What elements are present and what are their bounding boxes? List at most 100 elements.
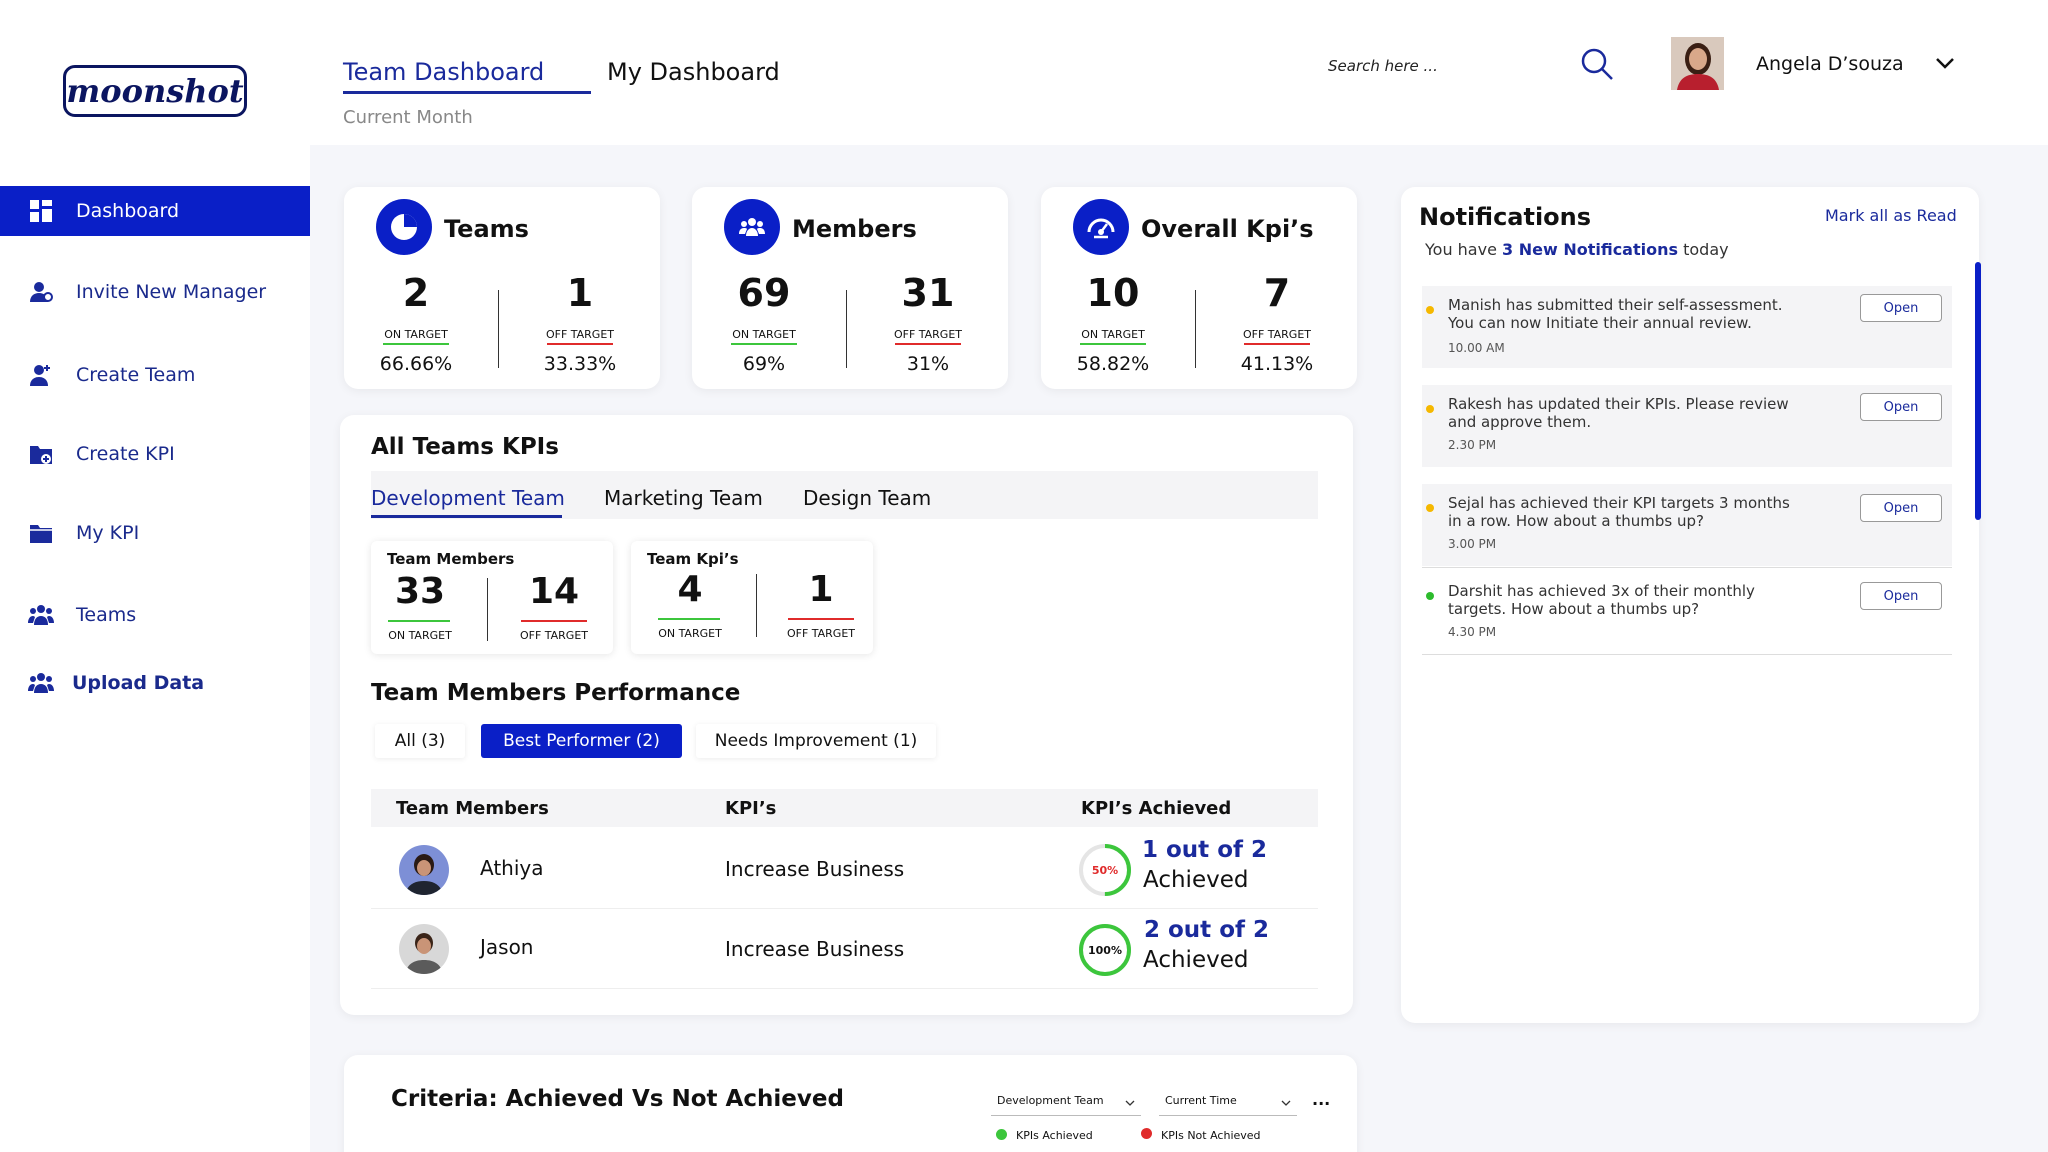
on-target-count: 69 xyxy=(737,271,791,315)
invite-user-icon xyxy=(28,279,54,305)
active-tab-indicator xyxy=(343,91,591,94)
members-icon xyxy=(724,199,780,255)
progress-label: 100% xyxy=(1088,944,1122,957)
folder-add-icon xyxy=(28,441,54,467)
scrollbar-thumb[interactable] xyxy=(1975,262,1981,520)
open-button[interactable]: Open xyxy=(1860,393,1942,421)
tab-marketing-team[interactable]: Marketing Team xyxy=(604,486,763,510)
folder-icon xyxy=(28,520,54,546)
open-button[interactable]: Open xyxy=(1860,494,1942,522)
open-button[interactable]: Open xyxy=(1860,294,1942,322)
notification-time: 3.00 PM xyxy=(1448,537,1497,551)
unread-dot xyxy=(1426,592,1434,600)
sidebar-item-my-kpi[interactable]: My KPI xyxy=(0,508,310,558)
tab-design-team[interactable]: Design Team xyxy=(803,486,932,510)
chevron-down-icon xyxy=(1125,1100,1135,1106)
stat-card-teams: Teams 2 ON TARGET 66.66% 1 OFF TARGET 33… xyxy=(344,187,660,389)
mark-all-read-link[interactable]: Mark all as Read xyxy=(1825,206,1957,225)
off-target-label: OFF TARGET xyxy=(1242,328,1312,341)
user-avatar[interactable] xyxy=(1671,37,1724,90)
stat-card-members: Members 69 ON TARGET 69% 31 OFF TARGET 3… xyxy=(692,187,1008,389)
team-tabs-bar xyxy=(371,471,1318,519)
off-target-label: OFF TARGET xyxy=(893,328,963,341)
user-name[interactable]: Angela D’souza xyxy=(1756,53,1904,75)
notification-time: 4.30 PM xyxy=(1448,625,1497,639)
member-name: Athiya xyxy=(480,856,544,880)
notification-text: Sejal has achieved their KPI targets 3 m… xyxy=(1448,494,1790,530)
on-target-count: 33 xyxy=(394,571,446,612)
notification-time: 10.00 AM xyxy=(1448,341,1505,355)
dropdown-value: Current Time xyxy=(1165,1094,1237,1107)
progress-label: 50% xyxy=(1092,864,1118,877)
chevron-down-icon xyxy=(1281,1100,1291,1106)
pie-chart-icon xyxy=(376,199,432,255)
sidebar-item-teams[interactable]: Teams xyxy=(0,590,310,640)
time-dropdown[interactable]: Current Time xyxy=(1159,1090,1297,1116)
off-target-bar xyxy=(895,343,961,345)
on-target-label: ON TARGET xyxy=(388,629,452,642)
notification-item[interactable]: Manish has submitted their self-assessme… xyxy=(1422,286,1952,368)
upload-data-icon xyxy=(28,670,54,696)
table-header xyxy=(371,789,1318,827)
notification-item[interactable]: Darshit has achieved 3x of their monthly… xyxy=(1422,572,1952,654)
notification-item[interactable]: Rakesh has updated their KPIs. Please re… xyxy=(1422,385,1952,467)
chevron-down-icon[interactable] xyxy=(1934,52,1956,74)
achieved-count: 2 out of 2 xyxy=(1144,917,1270,943)
sidebar-item-invite-manager[interactable]: Invite New Manager xyxy=(0,267,310,317)
table-row[interactable]: Jason Increase Business 100% 2 out of 2 … xyxy=(371,910,1318,989)
create-team-icon xyxy=(28,362,54,388)
team-kpis-summary: Team Kpi’s 4 ON TARGET 1 OFF TARGET xyxy=(631,541,873,654)
sidebar-item-label: Create Team xyxy=(76,364,196,386)
dropdown-value: Development Team xyxy=(997,1094,1104,1107)
filter-needs-improvement[interactable]: Needs Improvement (1) xyxy=(696,724,936,758)
tab-development-team[interactable]: Development Team xyxy=(371,486,565,510)
tab-team-dashboard[interactable]: Team Dashboard xyxy=(343,58,545,86)
sidebar-item-upload-data[interactable]: Upload Data xyxy=(0,658,310,708)
off-target-percent: 41.13% xyxy=(1240,353,1314,375)
more-options-icon[interactable]: ... xyxy=(1312,1090,1331,1109)
col-kpis-achieved: KPI’s Achieved xyxy=(1081,798,1232,819)
sidebar-item-label: Create KPI xyxy=(76,443,175,465)
sidebar-item-label: Upload Data xyxy=(72,672,205,694)
sidebar-item-create-kpi[interactable]: Create KPI xyxy=(0,429,310,479)
off-target-percent: 33.33% xyxy=(543,353,617,375)
team-members-summary: Team Members 33 ON TARGET 14 OFF TARGET xyxy=(371,541,613,654)
off-target-label: OFF TARGET xyxy=(519,629,589,642)
on-target-bar xyxy=(1080,343,1146,345)
sidebar-item-label: Invite New Manager xyxy=(76,281,267,303)
new-notifications-count: 3 New Notifications xyxy=(1502,240,1679,259)
team-dropdown[interactable]: Development Team xyxy=(991,1090,1141,1116)
filter-best-performer[interactable]: Best Performer (2) xyxy=(481,724,682,758)
off-target-label: OFF TARGET xyxy=(545,328,615,341)
sidebar-item-label: Dashboard xyxy=(76,200,180,222)
off-target-percent: 31% xyxy=(906,353,950,375)
sidebar-item-create-team[interactable]: Create Team xyxy=(0,350,310,400)
on-target-count: 4 xyxy=(677,569,703,610)
search-input[interactable]: Search here ... xyxy=(1328,57,1438,75)
sidebar-item-dashboard[interactable]: Dashboard xyxy=(0,186,310,236)
on-target-bar xyxy=(658,618,720,620)
on-target-count: 2 xyxy=(402,271,430,315)
search-icon[interactable] xyxy=(1580,47,1616,83)
kpi-gauge-icon xyxy=(1073,199,1129,255)
divider xyxy=(756,574,757,637)
top-header xyxy=(310,0,2048,145)
period-label: Current Month xyxy=(343,107,473,128)
tab-my-dashboard[interactable]: My Dashboard xyxy=(607,58,780,86)
legend-not-achieved: KPIs Not Achieved xyxy=(1161,1129,1261,1142)
divider xyxy=(1422,567,1952,568)
stat-title: Overall Kpi’s xyxy=(1141,215,1314,243)
stat-title: Members xyxy=(792,215,917,243)
filter-all[interactable]: All (3) xyxy=(375,724,465,758)
open-button[interactable]: Open xyxy=(1860,582,1942,610)
on-target-bar xyxy=(731,343,797,345)
notification-item[interactable]: Sejal has achieved their KPI targets 3 m… xyxy=(1422,484,1952,566)
legend-achieved-swatch xyxy=(996,1129,1007,1140)
moonshot-logo[interactable]: moonshot xyxy=(63,65,247,117)
on-target-label: ON TARGET xyxy=(384,328,448,341)
notification-text: Darshit has achieved 3x of their monthly… xyxy=(1448,582,1755,618)
table-row[interactable]: Athiya Increase Business 50% 1 out of 2 … xyxy=(371,830,1318,909)
criteria-title: Criteria: Achieved Vs Not Achieved xyxy=(391,1086,844,1112)
on-target-label: ON TARGET xyxy=(658,627,722,640)
on-target-bar xyxy=(383,343,449,345)
